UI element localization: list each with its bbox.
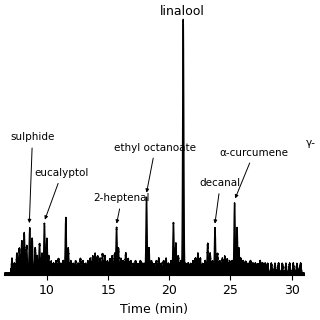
Text: α-curcumene: α-curcumene [220, 148, 288, 197]
Text: 2-heptenal: 2-heptenal [93, 193, 150, 223]
Text: eucalyptol: eucalyptol [35, 168, 89, 219]
Text: ethyl octanoate: ethyl octanoate [114, 143, 196, 192]
X-axis label: Time (min): Time (min) [120, 303, 188, 316]
Text: linalool: linalool [160, 5, 205, 18]
Text: decanal: decanal [200, 178, 241, 223]
Text: γ-: γ- [306, 138, 316, 148]
Text: sulphide: sulphide [10, 132, 55, 222]
